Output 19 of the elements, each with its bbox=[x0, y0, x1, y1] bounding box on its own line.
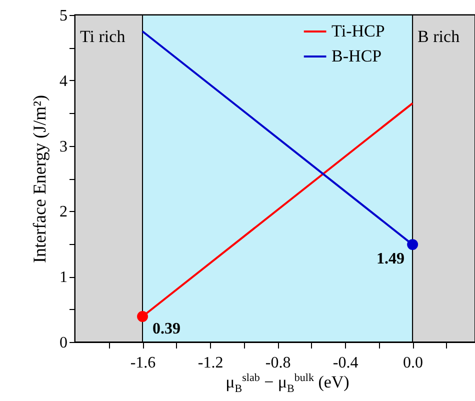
x-tick-label: -0.4 bbox=[332, 354, 358, 372]
x-tick-label: -1.6 bbox=[130, 354, 156, 372]
y-tick-label: 5 bbox=[60, 8, 68, 24]
y-tick-label: 0 bbox=[60, 334, 68, 352]
x-axis-title: μ$_{B}$$^{slab}$ − μ$_{B}$$^{bulk}$ (eV) bbox=[224, 372, 350, 396]
legend-label: B-HCP bbox=[332, 46, 382, 66]
band-label: B rich bbox=[418, 27, 460, 46]
legend-label: Ti-HCP bbox=[332, 22, 385, 40]
x-tick-label: 0.0 bbox=[403, 354, 424, 372]
band-label: Ti rich bbox=[80, 27, 126, 46]
y-tick-label: 1 bbox=[60, 269, 68, 286]
x-tick-label: -0.8 bbox=[265, 354, 291, 372]
y-tick-label: 4 bbox=[60, 72, 68, 90]
data-label: 1.49 bbox=[376, 250, 405, 268]
y-tick-label: 3 bbox=[60, 138, 68, 156]
y-tick-label: 2 bbox=[60, 204, 68, 221]
data-label: 0.39 bbox=[152, 320, 181, 338]
y-axis-title: Interface Energy (J/m²) bbox=[30, 95, 50, 263]
x-tick-label: -1.2 bbox=[198, 354, 224, 372]
